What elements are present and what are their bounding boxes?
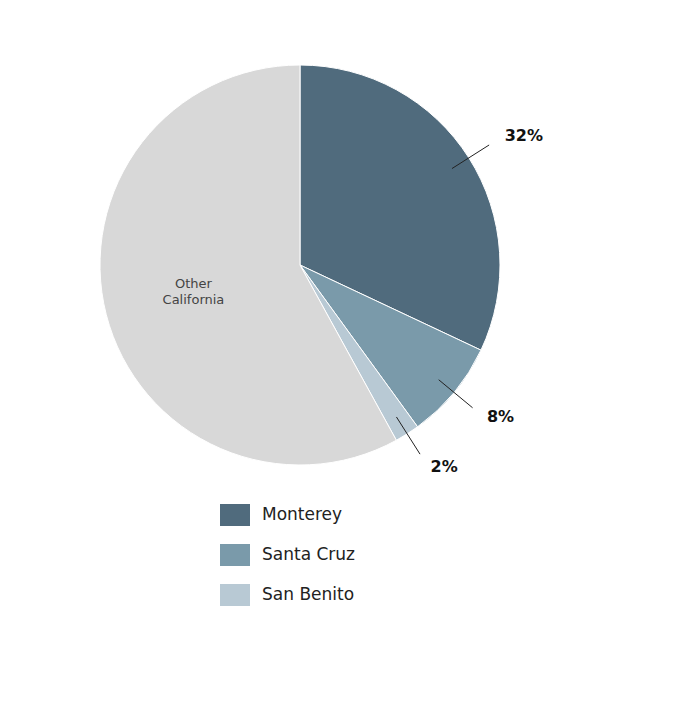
data-label: 2% [431, 457, 458, 476]
legend-swatch [220, 584, 250, 606]
labels: 32% 8% 2% OtherCalifornia [163, 126, 543, 476]
legend: Monterey Santa Cruz San Benito [220, 504, 355, 606]
legend-swatch [220, 544, 250, 566]
leader-line [452, 145, 489, 169]
legend-label: Santa Cruz [262, 544, 355, 564]
pie-slice [100, 65, 396, 465]
slice-label: OtherCalifornia [163, 276, 225, 307]
leader-line [396, 417, 420, 454]
slice-label-line: Other [175, 276, 213, 291]
legend-label: San Benito [262, 584, 354, 604]
slice-label-line: California [163, 292, 225, 307]
leader-line [439, 380, 473, 408]
data-label: 32% [505, 126, 543, 145]
data-label: 8% [487, 407, 514, 426]
chart: 32% 8% 2% OtherCalifornia Monterey Santa Cruz… [0, 0, 681, 721]
legend-swatch [220, 504, 250, 526]
legend-label: Monterey [262, 504, 342, 524]
slices [100, 65, 500, 465]
chart-container: 32% 8% 2% OtherCalifornia Monterey Santa Cruz… [0, 0, 681, 721]
